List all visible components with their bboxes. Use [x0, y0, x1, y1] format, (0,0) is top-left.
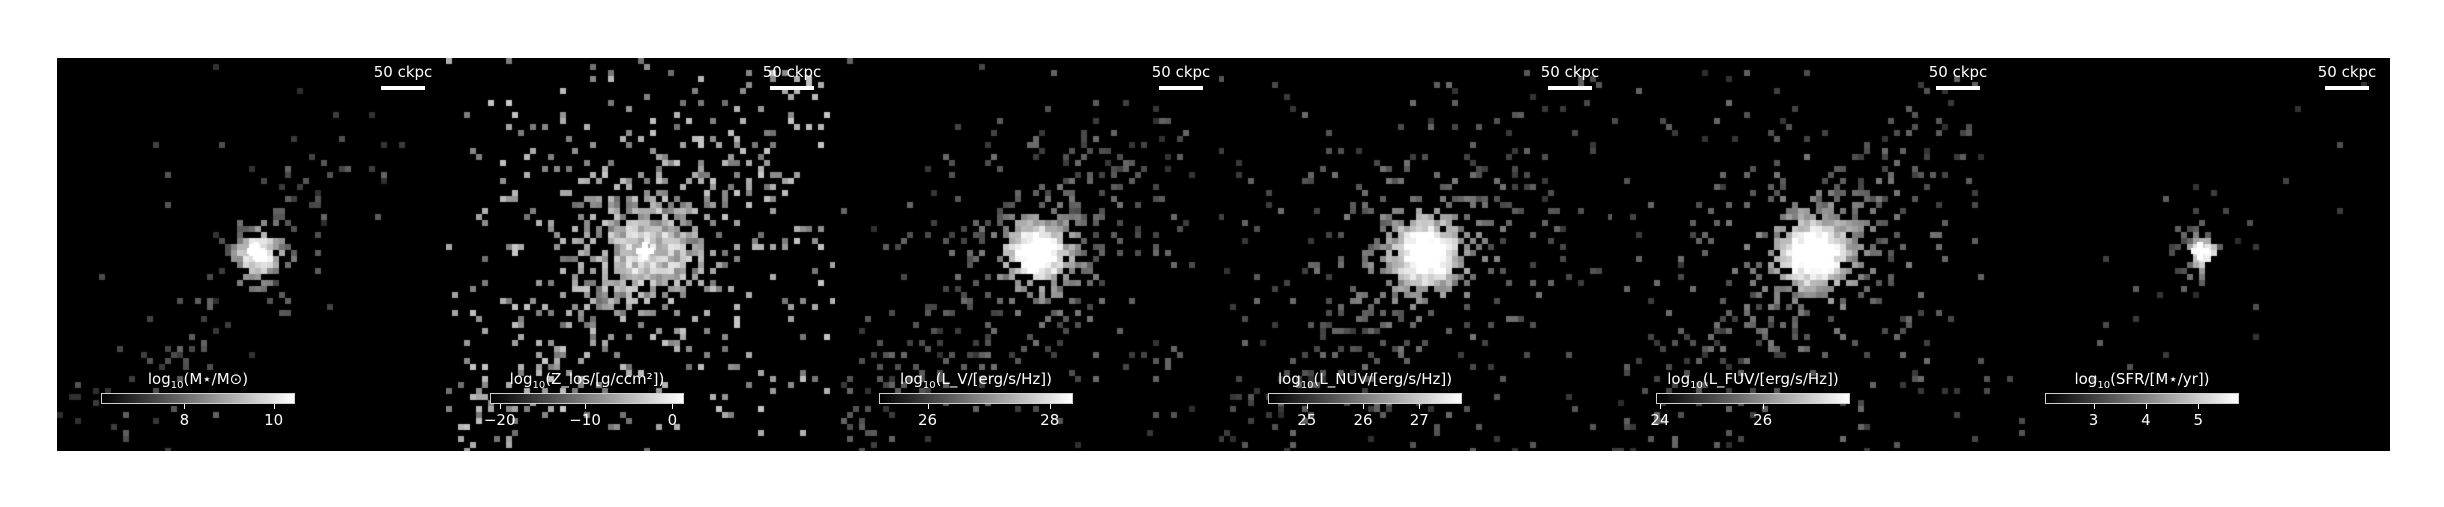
scale-bar-line [381, 86, 425, 90]
scale-bar-label: 50 ckpc [373, 63, 433, 81]
scale-bar-label: 50 ckpc [2317, 63, 2377, 81]
colorbar-tick [927, 404, 929, 409]
colorbar [490, 393, 684, 404]
colorbar [1268, 393, 1462, 404]
scale-bar-line [1548, 86, 1592, 90]
colorbar-label: log10(L_NUV/[erg/s/Hz]) [1268, 370, 1462, 395]
colorbar-tick-label: 8 [179, 411, 190, 429]
colorbar-label-quantity: (SFR/[M⋆/yr]) [2110, 370, 2210, 388]
colorbar-tick-label: 5 [2193, 411, 2204, 429]
galaxy-image [835, 58, 1224, 451]
colorbar-label-subscript: 10 [1690, 380, 1703, 391]
scale-bar-line [770, 86, 814, 90]
colorbar-tick [2093, 404, 2095, 409]
scale-bar: 50 ckpc [1929, 64, 1987, 90]
galaxy-image [2001, 58, 2390, 451]
scale-bar: 50 ckpc [2318, 64, 2376, 90]
colorbar-tick-label: 3 [2088, 411, 2099, 429]
scale-bar-label: 50 ckpc [1928, 63, 1988, 81]
colorbar [2045, 393, 2239, 404]
colorbar-label: log10(SFR/[M⋆/yr]) [2045, 370, 2239, 395]
colorbar-tick [1049, 404, 1051, 409]
colorbar-label-prefix: log [509, 370, 533, 388]
colorbar-tick [1762, 404, 1764, 409]
colorbar-tick [1659, 404, 1661, 409]
colorbar-tick [273, 404, 275, 409]
colorbar-label-subscript: 10 [922, 380, 936, 391]
galaxy-image [446, 58, 835, 451]
colorbar-tick-label: 10 [264, 411, 284, 429]
scale-bar: 50 ckpc [374, 64, 432, 90]
colorbar-tick-label: −10 [569, 411, 601, 429]
scale-bar: 50 ckpc [1541, 64, 1599, 90]
colorbar-label: log10(Z_los/[g/ccm²]) [490, 370, 684, 395]
galaxy-image [1224, 58, 1613, 451]
colorbar-tick [585, 404, 587, 409]
colorbar-tick [2145, 404, 2147, 409]
colorbar-tick [184, 404, 186, 409]
colorbar-tick-label: 26 [1753, 411, 1773, 429]
scale-bar-line [1936, 86, 1980, 90]
panel-sfr: 50 ckpc log10(SFR/[M⋆/yr]) 3 4 5 [2001, 58, 2390, 451]
colorbar-tick [672, 404, 674, 409]
scale-bar: 50 ckpc [1152, 64, 1210, 90]
panel-luminosity-nuv: 50 ckpc log10(L_NUV/[erg/s/Hz]) 25 26 27 [1224, 58, 1613, 451]
colorbar-label-subscript: 10 [2097, 380, 2111, 391]
panel-luminosity-fuv: 50 ckpc log10(L_FUV/[erg/s/Hz]) 24 26 [1612, 58, 2001, 451]
colorbar-label-quantity: (Z_los/[g/ccm²]) [545, 370, 665, 388]
colorbar-label: log10(L_V/[erg/s/Hz]) [879, 370, 1073, 395]
scale-bar-line [2325, 86, 2369, 90]
scale-bar-label: 50 ckpc [1151, 63, 1211, 81]
colorbar-label: log10(L_FUV/[erg/s/Hz]) [1656, 370, 1850, 395]
colorbar-tick-label: −20 [483, 411, 516, 429]
galaxy-image [57, 58, 446, 451]
colorbar-tick [1363, 404, 1365, 409]
colorbar-tick-label: 0 [667, 411, 678, 429]
colorbar-label-subscript: 10 [1300, 380, 1314, 391]
colorbar-label-prefix: log [900, 370, 923, 388]
scale-bar: 50 ckpc [763, 64, 821, 90]
colorbar-label-prefix: log [147, 370, 171, 388]
colorbar [1656, 393, 1850, 404]
colorbar-tick-label: 26 [917, 411, 938, 429]
colorbar-label-prefix: log [1667, 370, 1691, 388]
colorbar-tick-label: 28 [1040, 411, 1060, 429]
colorbar-label-quantity: (L_FUV/[erg/s/Hz]) [1702, 370, 1839, 388]
colorbar-label: log10(M⋆/M⊙) [101, 370, 295, 395]
scale-bar-line [1159, 86, 1203, 90]
colorbar-tick-label: 27 [1409, 411, 1429, 429]
colorbar-label-quantity: (L_NUV/[erg/s/Hz]) [1313, 370, 1453, 388]
colorbar-label-prefix: log [2074, 370, 2098, 388]
colorbar-label-subscript: 10 [170, 380, 184, 391]
colorbar-tick-label: 4 [2141, 411, 2151, 429]
colorbar [101, 393, 295, 404]
colorbar-label-subscript: 10 [532, 380, 546, 391]
colorbar-tick [1306, 404, 1308, 409]
scale-bar-label: 50 ckpc [1540, 63, 1600, 81]
colorbar-tick [1419, 404, 1421, 409]
panel-metallicity: 50 ckpc log10(Z_los/[g/ccm²]) −20 −10 0 [446, 58, 835, 451]
colorbar-tick-label: 25 [1297, 411, 1317, 429]
colorbar-tick-label: 26 [1353, 411, 1373, 429]
colorbar-label-quantity: (M⋆/M⊙) [183, 370, 249, 388]
panel-luminosity-v: 50 ckpc log10(L_V/[erg/s/Hz]) 26 28 [835, 58, 1224, 451]
colorbar-tick-label: 24 [1650, 411, 1670, 429]
colorbar-tick [2198, 404, 2200, 409]
colorbar-label-quantity: (L_V/[erg/s/Hz]) [935, 370, 1052, 388]
galaxy-image [1612, 58, 2001, 451]
colorbar-label-prefix: log [1277, 370, 1301, 388]
colorbar-tick [499, 404, 501, 409]
scale-bar-label: 50 ckpc [762, 63, 822, 81]
colorbar [879, 393, 1073, 404]
panel-stellar-mass: 50 ckpc log10(M⋆/M⊙) 8 10 [57, 58, 446, 451]
